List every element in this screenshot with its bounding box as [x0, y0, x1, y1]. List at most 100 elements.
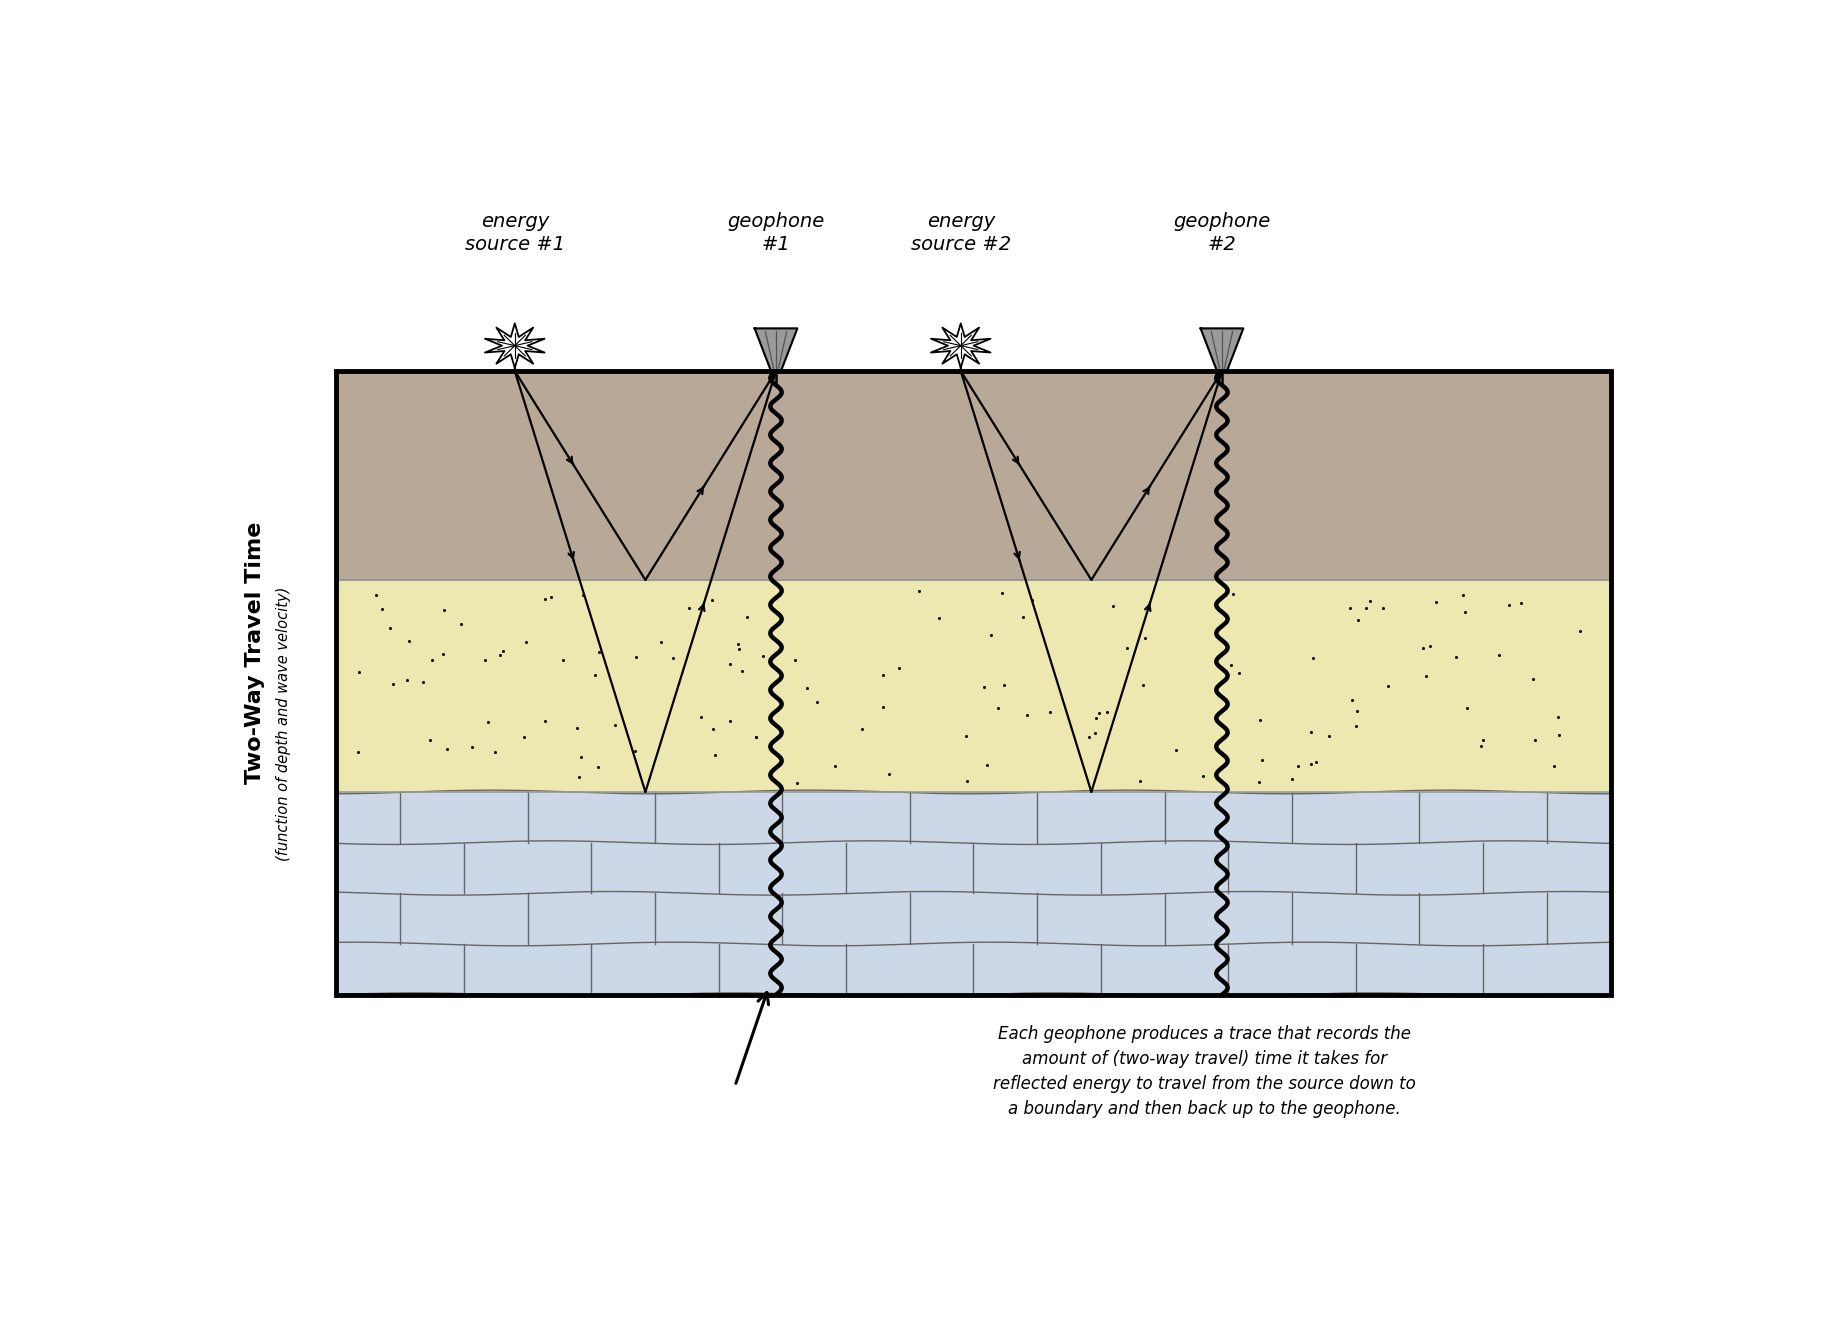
Point [715, 710, 744, 731]
Point [1313, 726, 1343, 747]
Point [698, 719, 727, 740]
Point [1372, 676, 1402, 697]
Point [562, 718, 592, 739]
Point [549, 649, 579, 670]
Polygon shape [485, 324, 544, 367]
Point [724, 633, 753, 655]
Point [1337, 690, 1367, 711]
Point [1565, 620, 1595, 641]
Point [511, 631, 540, 652]
Point [847, 718, 876, 739]
Point [977, 624, 1007, 645]
Point [1343, 701, 1372, 722]
Bar [336, 371, 1611, 994]
Point [1299, 648, 1328, 669]
Polygon shape [931, 324, 990, 367]
Point [344, 741, 373, 763]
Point [803, 691, 832, 712]
Point [1244, 772, 1273, 793]
Point [647, 632, 676, 653]
Point [1341, 715, 1370, 736]
Point [1297, 753, 1326, 774]
Point [1335, 598, 1365, 619]
Point [531, 710, 560, 731]
Polygon shape [755, 328, 797, 371]
Bar [336, 792, 1611, 994]
Point [619, 740, 648, 761]
Point [904, 581, 933, 602]
Point [819, 755, 849, 776]
Point [972, 755, 1001, 776]
Text: Each geophone produces a trace that records the
amount of (two-way travel) time : Each geophone produces a trace that reco… [994, 1025, 1416, 1118]
Point [432, 739, 461, 760]
Point [985, 698, 1014, 719]
Point [1545, 724, 1574, 745]
Point [869, 664, 898, 685]
Point [1356, 590, 1385, 611]
Point [1218, 583, 1247, 605]
Point [1012, 705, 1042, 726]
Point [1284, 755, 1313, 776]
Point [1113, 637, 1143, 658]
Point [1216, 655, 1245, 676]
Point [733, 607, 762, 628]
Point [1124, 770, 1154, 792]
Point [1189, 765, 1218, 786]
Point [924, 607, 953, 628]
Text: (function of depth and wave velocity): (function of depth and wave velocity) [276, 586, 292, 860]
Point [621, 647, 650, 668]
Text: geophone
#1: geophone #1 [727, 212, 825, 254]
Polygon shape [1201, 328, 1244, 371]
Point [362, 585, 391, 606]
Point [1247, 749, 1277, 770]
Point [1034, 702, 1064, 723]
Bar [336, 371, 1611, 579]
Point [1086, 702, 1115, 723]
Point [740, 726, 770, 747]
Point [1302, 751, 1332, 772]
Point [1369, 597, 1398, 618]
Point [874, 764, 904, 785]
Point [1297, 722, 1326, 743]
Point [415, 730, 445, 751]
Point [531, 589, 560, 610]
Point [1343, 610, 1372, 631]
Point [1082, 707, 1111, 728]
Point [884, 657, 913, 678]
Point [1245, 710, 1275, 731]
Point [1414, 636, 1444, 657]
Point [696, 589, 726, 610]
Point [1352, 598, 1381, 619]
Point [685, 707, 715, 728]
Point [584, 641, 614, 662]
Point [715, 655, 744, 676]
Text: geophone
#2: geophone #2 [1174, 212, 1271, 254]
Point [568, 583, 597, 605]
Point [1080, 723, 1110, 744]
Point [1506, 593, 1536, 614]
Point [1128, 674, 1157, 695]
Point [580, 665, 610, 686]
Point [479, 741, 509, 763]
Point [489, 640, 518, 661]
Point [470, 649, 500, 670]
Text: energy
source #1: energy source #1 [465, 212, 564, 254]
Point [869, 697, 898, 718]
Point [1539, 756, 1569, 777]
Point [700, 745, 729, 766]
Point [1521, 730, 1550, 751]
Point [724, 637, 753, 658]
Point [1448, 585, 1477, 606]
Text: Two-Way Travel Time: Two-Way Travel Time [246, 522, 265, 784]
Point [428, 599, 457, 620]
Point [1451, 602, 1481, 623]
Point [393, 631, 423, 652]
Point [1484, 644, 1514, 665]
Point [990, 674, 1020, 695]
Point [564, 766, 593, 788]
Point [953, 770, 983, 792]
Bar [336, 579, 1611, 792]
Point [1411, 666, 1440, 687]
Point [970, 677, 999, 698]
Point [1130, 627, 1159, 648]
